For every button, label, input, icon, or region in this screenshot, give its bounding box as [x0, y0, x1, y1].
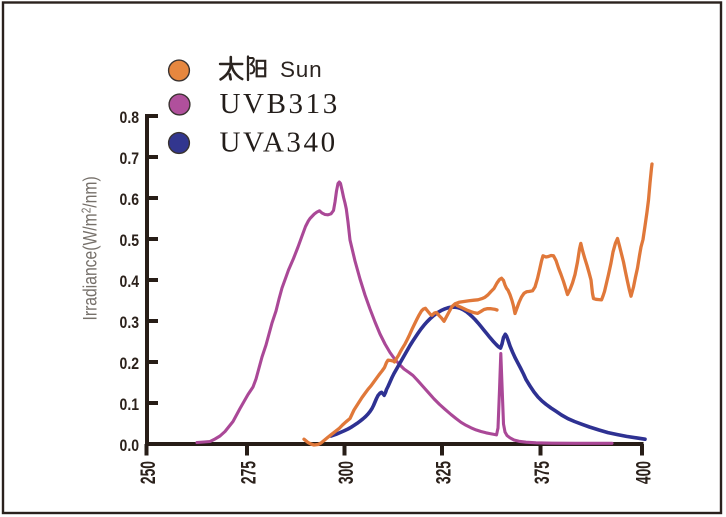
svg-text:0.8: 0.8: [120, 109, 140, 127]
svg-text:UVA340: UVA340: [220, 127, 338, 159]
svg-text:400: 400: [632, 461, 656, 484]
svg-text:UVB313: UVB313: [220, 88, 340, 120]
svg-text:0.7: 0.7: [120, 150, 139, 168]
svg-text:0.1: 0.1: [120, 396, 140, 414]
svg-text:0.2: 0.2: [120, 355, 139, 373]
svg-text:0.4: 0.4: [120, 273, 140, 291]
svg-text:0.6: 0.6: [120, 191, 139, 209]
svg-text:375: 375: [530, 461, 554, 484]
svg-text:0.5: 0.5: [120, 232, 140, 250]
svg-text:250: 250: [136, 461, 160, 484]
svg-text:0.3: 0.3: [120, 314, 139, 332]
svg-text:275: 275: [237, 461, 261, 484]
svg-text:Irradiance(W/m2/nm): Irradiance(W/m2/nm): [79, 176, 101, 320]
svg-text:0.0: 0.0: [120, 437, 139, 455]
svg-text:300: 300: [334, 461, 358, 484]
svg-text:325: 325: [432, 461, 456, 484]
svg-text:Sun: Sun: [280, 57, 322, 82]
